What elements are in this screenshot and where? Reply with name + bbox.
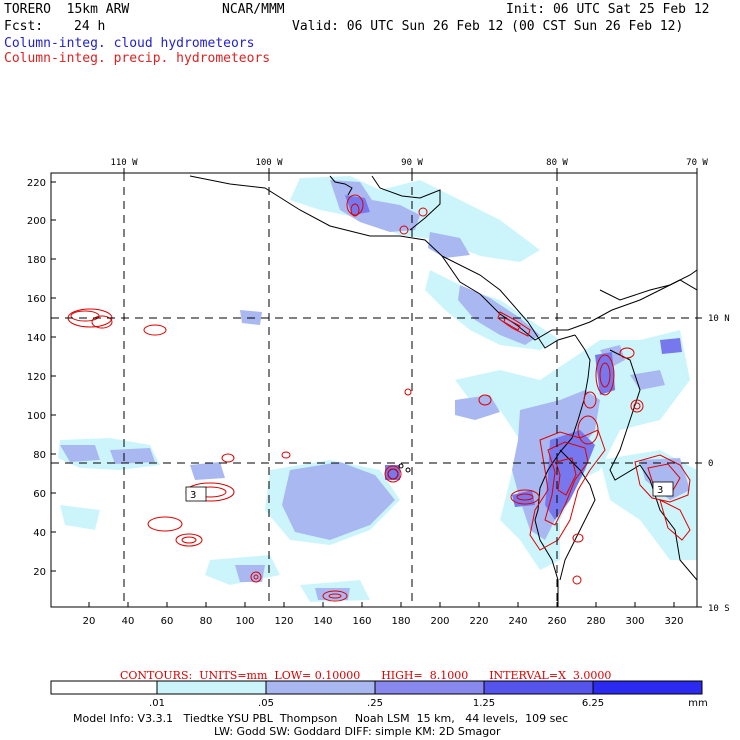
x-tick-180: 180 bbox=[391, 616, 410, 627]
lat-labels: 10 N 0 10 S bbox=[708, 314, 730, 614]
lon-label-100w: 100 W bbox=[255, 158, 283, 168]
x-tick-120: 120 bbox=[274, 616, 293, 627]
lon-label-70w: 70 W bbox=[686, 158, 708, 168]
x-tick-300: 300 bbox=[625, 616, 644, 627]
lat-label-10s: 10 S bbox=[708, 604, 730, 614]
x-tick-260: 260 bbox=[547, 616, 566, 627]
colorbar-labels: .01 .05 .25 1.25 6.25 mm bbox=[149, 698, 708, 709]
field-cloud-title: Column-integ. cloud hydrometeors bbox=[4, 36, 255, 51]
model-info-line1: Model Info: V3.3.1 Tiedtke YSU PBL Thomp… bbox=[73, 712, 569, 725]
colorbar-label-0: .01 bbox=[149, 698, 165, 709]
x-tick-240: 240 bbox=[508, 616, 527, 627]
colorbar-label-3: 1.25 bbox=[473, 698, 495, 709]
y-tick-40: 40 bbox=[33, 528, 46, 539]
x-tick-160: 160 bbox=[352, 616, 371, 627]
x-tick-280: 280 bbox=[586, 616, 605, 627]
coastlines bbox=[189, 175, 697, 607]
y-tick-20: 20 bbox=[33, 567, 46, 578]
y-tick-160: 160 bbox=[27, 294, 46, 305]
colorbar bbox=[50, 680, 703, 695]
x-tick-220: 220 bbox=[469, 616, 488, 627]
contour-label-right: 3 bbox=[657, 485, 663, 496]
x-tick-20: 20 bbox=[83, 616, 96, 627]
lat-label-0: 0 bbox=[708, 459, 713, 469]
colorbar-bin-0 bbox=[50, 680, 158, 695]
colorbar-bin-1 bbox=[156, 680, 267, 695]
x-tick-40: 40 bbox=[122, 616, 135, 627]
lon-label-80w: 80 W bbox=[546, 158, 568, 168]
left-ticks bbox=[51, 181, 56, 572]
y-tick-100: 100 bbox=[27, 411, 46, 422]
init-time: Init: 06 UTC Sat 25 Feb 12 bbox=[506, 2, 710, 17]
x-tick-320: 320 bbox=[664, 616, 683, 627]
forecast-hour: 24 h bbox=[74, 19, 106, 34]
graticule bbox=[51, 173, 697, 607]
y-tick-80: 80 bbox=[33, 450, 46, 461]
x-tick-80: 80 bbox=[200, 616, 213, 627]
x-tick-60: 60 bbox=[161, 616, 174, 627]
colorbar-label-2: .25 bbox=[367, 698, 383, 709]
y-tick-labels: 220 200 180 160 140 120 100 80 60 40 20 bbox=[27, 178, 46, 578]
model-title: TORERO 15km ARW bbox=[4, 2, 130, 17]
shaded-fields bbox=[58, 176, 697, 602]
top-ticks bbox=[123, 168, 698, 173]
field-precip-title: Column-integ. precip. hydrometeors bbox=[4, 51, 271, 66]
x-tick-200: 200 bbox=[430, 616, 449, 627]
colorbar-label-1: .05 bbox=[258, 698, 274, 709]
colorbar-label-4: 6.25 bbox=[582, 698, 604, 709]
x-tick-140: 140 bbox=[313, 616, 332, 627]
contour-label-left: 3 bbox=[190, 490, 196, 501]
y-tick-220: 220 bbox=[27, 178, 46, 189]
y-tick-140: 140 bbox=[27, 333, 46, 344]
y-tick-200: 200 bbox=[27, 216, 46, 227]
colorbar-bin-5 bbox=[592, 680, 703, 695]
y-tick-60: 60 bbox=[33, 489, 46, 500]
right-ticks bbox=[697, 317, 702, 608]
map-frame bbox=[50, 172, 698, 608]
model-info-line2: LW: Godd SW: Goddard DIFF: simple KM: 2D… bbox=[214, 725, 501, 738]
colorbar-bin-3 bbox=[374, 680, 485, 695]
lon-label-110w: 110 W bbox=[110, 158, 138, 168]
colorbar-unit: mm bbox=[688, 698, 707, 709]
contour-labels: 3 3 bbox=[185, 481, 674, 502]
colorbar-bin-2 bbox=[265, 680, 376, 695]
organization: NCAR/MMM bbox=[222, 2, 285, 17]
y-tick-120: 120 bbox=[27, 372, 46, 383]
forecast-label: Fcst: bbox=[4, 19, 44, 34]
x-tick-labels: 20 40 60 80 100 120 140 160 180 200 220 … bbox=[83, 616, 684, 627]
bottom-ticks bbox=[88, 602, 675, 607]
x-tick-100: 100 bbox=[235, 616, 254, 627]
y-tick-180: 180 bbox=[27, 255, 46, 266]
lon-label-90w: 90 W bbox=[401, 158, 423, 168]
precip-contours bbox=[67, 194, 691, 602]
lon-labels: 110 W 100 W 90 W 80 W 70 W bbox=[110, 158, 708, 168]
colorbar-bin-4 bbox=[483, 680, 594, 695]
lat-label-10n: 10 N bbox=[708, 314, 730, 324]
contour-info: CONTOURS: UNITS=mm LOW= 0.10000 HIGH= 8.… bbox=[120, 669, 612, 682]
valid-time: Valid: 06 UTC Sun 26 Feb 12 (00 CST Sun … bbox=[292, 19, 684, 34]
